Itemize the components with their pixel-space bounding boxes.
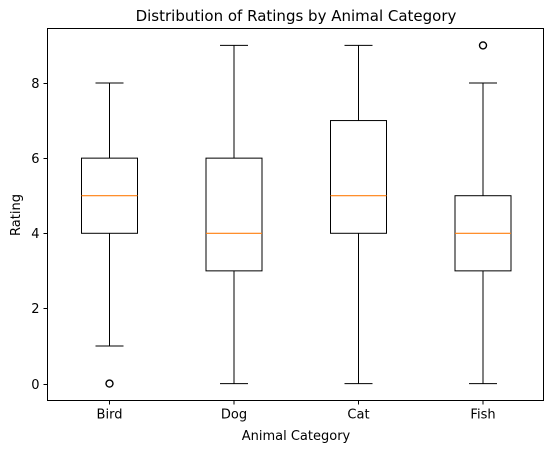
box-fish (454, 41, 512, 385)
y-axis: 0 2 4 6 8 (31, 77, 48, 393)
x-axis-label: Animal Category (242, 429, 351, 444)
iqr-box (205, 157, 263, 272)
box-dog (205, 44, 263, 385)
x-tick-label: Dog (221, 408, 247, 423)
box-cat (330, 44, 387, 385)
plot-area-frame (47, 28, 544, 401)
box-marks (81, 41, 512, 388)
y-tick-label: 6 (31, 152, 39, 167)
x-tick-label: Fish (470, 408, 495, 423)
chart-title: Distribution of Ratings by Animal Catego… (136, 7, 457, 25)
y-axis-label: Rating (9, 194, 24, 236)
x-tick-label: Bird (97, 408, 123, 423)
y-tick-label: 4 (31, 227, 39, 242)
outlier-point (478, 41, 488, 50)
x-tick-label: Cat (347, 408, 369, 423)
x-axis: Bird Dog Cat Fish (97, 400, 496, 423)
y-tick-label: 8 (31, 77, 39, 92)
iqr-box (330, 120, 387, 234)
y-tick-label: 0 (31, 378, 39, 393)
y-tick-label: 2 (31, 302, 39, 317)
outlier-point (105, 379, 114, 388)
box-bird (81, 82, 138, 388)
